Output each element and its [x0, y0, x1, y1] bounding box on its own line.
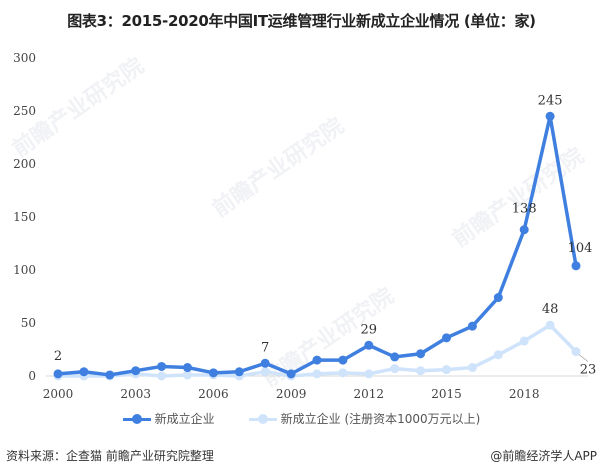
y-tick-label: 200 [13, 157, 36, 171]
data-point[interactable] [53, 369, 63, 379]
legend-swatch-series2 [248, 413, 277, 424]
data-point[interactable] [364, 340, 374, 350]
data-point[interactable] [157, 361, 167, 371]
data-point[interactable] [390, 364, 400, 374]
data-point[interactable] [105, 370, 115, 380]
y-tick-label: 100 [13, 263, 36, 277]
data-point[interactable] [519, 336, 529, 346]
data-point[interactable] [234, 367, 244, 377]
data-point[interactable] [416, 366, 426, 376]
x-tick-label: 2018 [509, 387, 540, 401]
data-point[interactable] [286, 369, 296, 379]
data-point[interactable] [519, 225, 529, 235]
data-point[interactable] [390, 352, 400, 362]
data-point[interactable] [208, 368, 218, 378]
legend-label-series2: 新成立企业 (注册资本1000万元以上) [280, 412, 481, 426]
data-label: 48 [542, 302, 559, 317]
data-point[interactable] [338, 368, 348, 378]
data-label: 245 [538, 93, 563, 108]
y-tick-label: 150 [13, 210, 36, 224]
data-point[interactable] [312, 369, 322, 379]
data-label: 29 [361, 322, 378, 337]
credit-note: @前瞻经济学人APP [490, 449, 597, 463]
x-tick-label: 2003 [120, 387, 151, 401]
data-point[interactable] [183, 370, 192, 380]
x-axis: 2000 2003 2006 2009 2012 2015 2018 [43, 375, 588, 401]
data-point[interactable] [571, 261, 581, 271]
series-1 [53, 111, 581, 380]
y-axis: 0 50 100 150 200 250 300 [13, 51, 36, 383]
y-tick-label: 250 [13, 104, 36, 118]
data-label: 7 [261, 340, 269, 355]
data-point[interactable] [467, 321, 477, 331]
legend-swatch-series1 [122, 413, 151, 424]
data-point[interactable] [493, 350, 503, 360]
data-label: 2 [54, 349, 62, 364]
data-point[interactable] [442, 365, 451, 375]
x-tick-label: 2012 [354, 387, 385, 401]
leader-line [578, 354, 589, 362]
data-point[interactable] [260, 367, 270, 377]
data-point[interactable] [545, 320, 555, 330]
data-point[interactable] [442, 333, 451, 343]
y-tick-label: 300 [13, 51, 36, 65]
data-labels: 2 7 29 138 245 104 48 23 [54, 93, 596, 377]
series-group [53, 111, 581, 381]
data-point[interactable] [545, 111, 555, 121]
data-label: 104 [568, 241, 593, 256]
data-point[interactable] [571, 347, 581, 357]
data-point[interactable] [493, 293, 503, 303]
data-point[interactable] [312, 355, 322, 365]
data-point[interactable] [364, 369, 374, 379]
y-tick-label: 0 [28, 369, 36, 383]
data-point[interactable] [79, 367, 89, 377]
legend-label-series1: 新成立企业 [154, 412, 215, 426]
data-point[interactable] [131, 366, 141, 376]
x-tick-label: 2000 [43, 387, 74, 401]
data-point[interactable] [260, 358, 270, 368]
source-note: 资料来源：企查猫 前瞻产业研究院整理 [6, 449, 214, 463]
data-point[interactable] [183, 363, 192, 373]
x-tick-label: 2006 [198, 387, 229, 401]
legend-item-series1[interactable]: 新成立企业 [122, 410, 215, 427]
data-point[interactable] [338, 355, 348, 365]
legend-item-series2[interactable]: 新成立企业 (注册资本1000万元以上) [248, 410, 481, 427]
data-point[interactable] [157, 371, 167, 381]
data-point[interactable] [467, 363, 477, 373]
legend: 新成立企业 新成立企业 (注册资本1000万元以上) [0, 410, 603, 427]
chart-title: 图表3：2015-2020年中国IT运维管理行业新成立企业情况 (单位：家) [67, 12, 536, 30]
data-label: 138 [512, 202, 537, 217]
x-tick-label: 2015 [431, 387, 462, 401]
y-tick-label: 50 [21, 316, 36, 330]
data-point[interactable] [416, 349, 426, 359]
x-tick-label: 2009 [276, 387, 307, 401]
data-label: 23 [580, 363, 597, 378]
